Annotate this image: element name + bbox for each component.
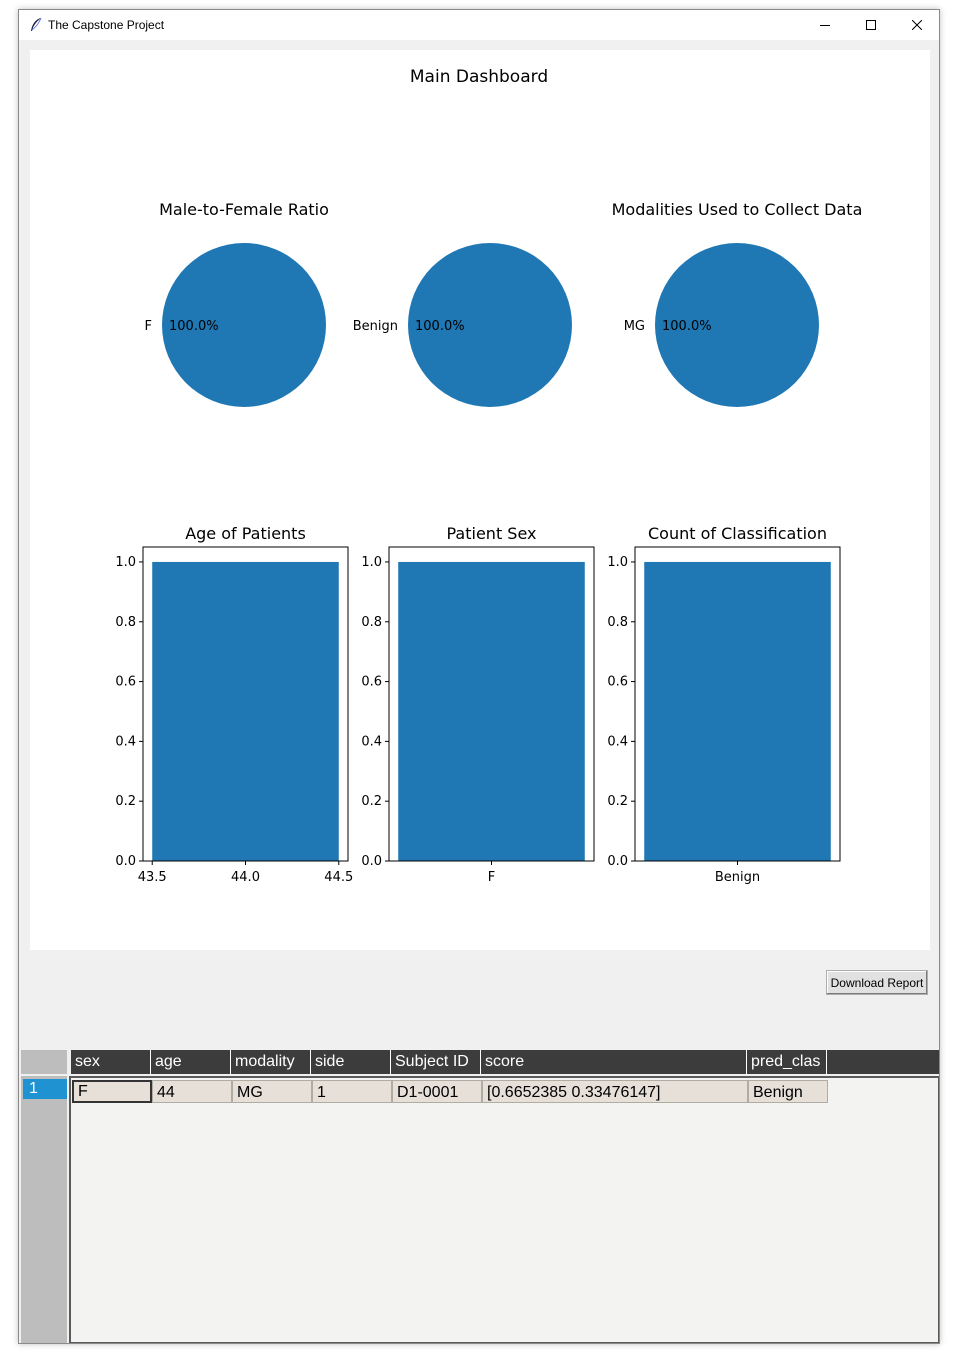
minimize-icon: [820, 25, 830, 26]
close-icon: [912, 20, 922, 30]
table-cell[interactable]: 44: [152, 1080, 232, 1103]
close-button[interactable]: [894, 10, 939, 40]
y-tick-label: 1.0: [361, 555, 382, 570]
y-tick-label: 0.6: [115, 675, 136, 690]
table-cell[interactable]: 1: [312, 1080, 392, 1103]
x-tick-label: Benign: [715, 870, 760, 885]
maximize-icon: [866, 20, 876, 30]
table-body: F 44 MG 1 D1-0001 [0.6652385 0.33476147] Benig…: [69, 1076, 939, 1343]
y-tick-label: 0.0: [115, 854, 136, 869]
minimize-button[interactable]: [802, 10, 848, 40]
dashboard-canvas: Main Dashboard F 100.0% Male-to-Female Rat…: [115, 67, 863, 885]
table-cell[interactable]: Benign: [748, 1080, 828, 1103]
dashboard-title: Main Dashboard: [410, 67, 548, 87]
column-header[interactable]: side: [311, 1050, 391, 1074]
y-tick-label: 1.0: [115, 555, 136, 570]
bar-chart-title: Count of Classification: [648, 524, 827, 543]
pie-chart-title: Modalities Used to Collect Data: [612, 200, 863, 219]
x-tick-label: 43.5: [138, 870, 167, 885]
y-tick-label: 0.2: [361, 794, 382, 809]
column-header[interactable]: modality: [231, 1050, 311, 1074]
column-header[interactable]: age: [151, 1050, 231, 1074]
table-corner: [21, 1050, 67, 1074]
bar-chart-title: Patient Sex: [447, 524, 537, 543]
pie-slice: [655, 243, 819, 407]
table-cell[interactable]: MG: [232, 1080, 312, 1103]
column-headers: sex age modality side Subject ID score pred_cl…: [71, 1050, 939, 1074]
y-tick-label: 0.4: [361, 734, 382, 749]
y-tick-label: 0.8: [115, 615, 136, 630]
pie-percent-label: 100.0%: [662, 319, 712, 334]
pie-label: F: [145, 319, 152, 334]
bar: [644, 561, 831, 861]
y-tick-label: 0.0: [361, 854, 382, 869]
title-bar: The Capstone Project: [19, 10, 939, 40]
table-cell[interactable]: [0.6652385 0.33476147]: [482, 1080, 748, 1103]
column-header[interactable]: pred_clas: [747, 1050, 827, 1074]
x-tick-label: F: [488, 870, 495, 885]
y-tick-label: 1.0: [607, 555, 628, 570]
feather-icon: [29, 17, 43, 33]
y-tick-label: 0.8: [361, 615, 382, 630]
pie-percent-label: 100.0%: [169, 319, 219, 334]
y-tick-label: 0.4: [607, 734, 628, 749]
bar-chart-title: Age of Patients: [185, 524, 306, 543]
x-tick-label: 44.0: [231, 870, 260, 885]
app-window: The Capstone Project Main Dashboard F 100…: [18, 9, 940, 1344]
row-index[interactable]: 1: [23, 1079, 67, 1099]
column-header[interactable]: sex: [71, 1050, 151, 1074]
pie-label: MG: [624, 319, 645, 334]
y-tick-label: 0.2: [607, 794, 628, 809]
y-tick-label: 0.4: [115, 734, 136, 749]
bar: [152, 561, 339, 861]
bar: [398, 561, 585, 861]
y-tick-label: 0.6: [361, 675, 382, 690]
pie-chart-title: Male-to-Female Ratio: [159, 200, 329, 219]
table-cell[interactable]: F: [72, 1080, 152, 1103]
column-header[interactable]: Subject ID: [391, 1050, 481, 1074]
maximize-button[interactable]: [848, 10, 894, 40]
window-title: The Capstone Project: [48, 18, 165, 32]
data-table: sex age modality side Subject ID score pred_cl…: [20, 1050, 939, 1343]
column-header[interactable]: score: [481, 1050, 747, 1074]
pie-percent-label: 100.0%: [415, 319, 465, 334]
pie-label: Benign: [353, 319, 398, 334]
y-tick-label: 0.2: [115, 794, 136, 809]
pie-slice: [408, 243, 572, 407]
row-index-column: 1: [21, 1076, 67, 1343]
download-report-button[interactable]: Download Report: [826, 970, 928, 995]
y-tick-label: 0.6: [607, 675, 628, 690]
y-tick-label: 0.0: [607, 854, 628, 869]
table-cell[interactable]: D1-0001: [392, 1080, 482, 1103]
x-tick-label: 44.5: [324, 870, 353, 885]
dashboard-figure: Main Dashboard F 100.0% Male-to-Female Rat…: [30, 50, 930, 950]
y-tick-label: 0.8: [607, 615, 628, 630]
pie-slice: [162, 243, 326, 407]
